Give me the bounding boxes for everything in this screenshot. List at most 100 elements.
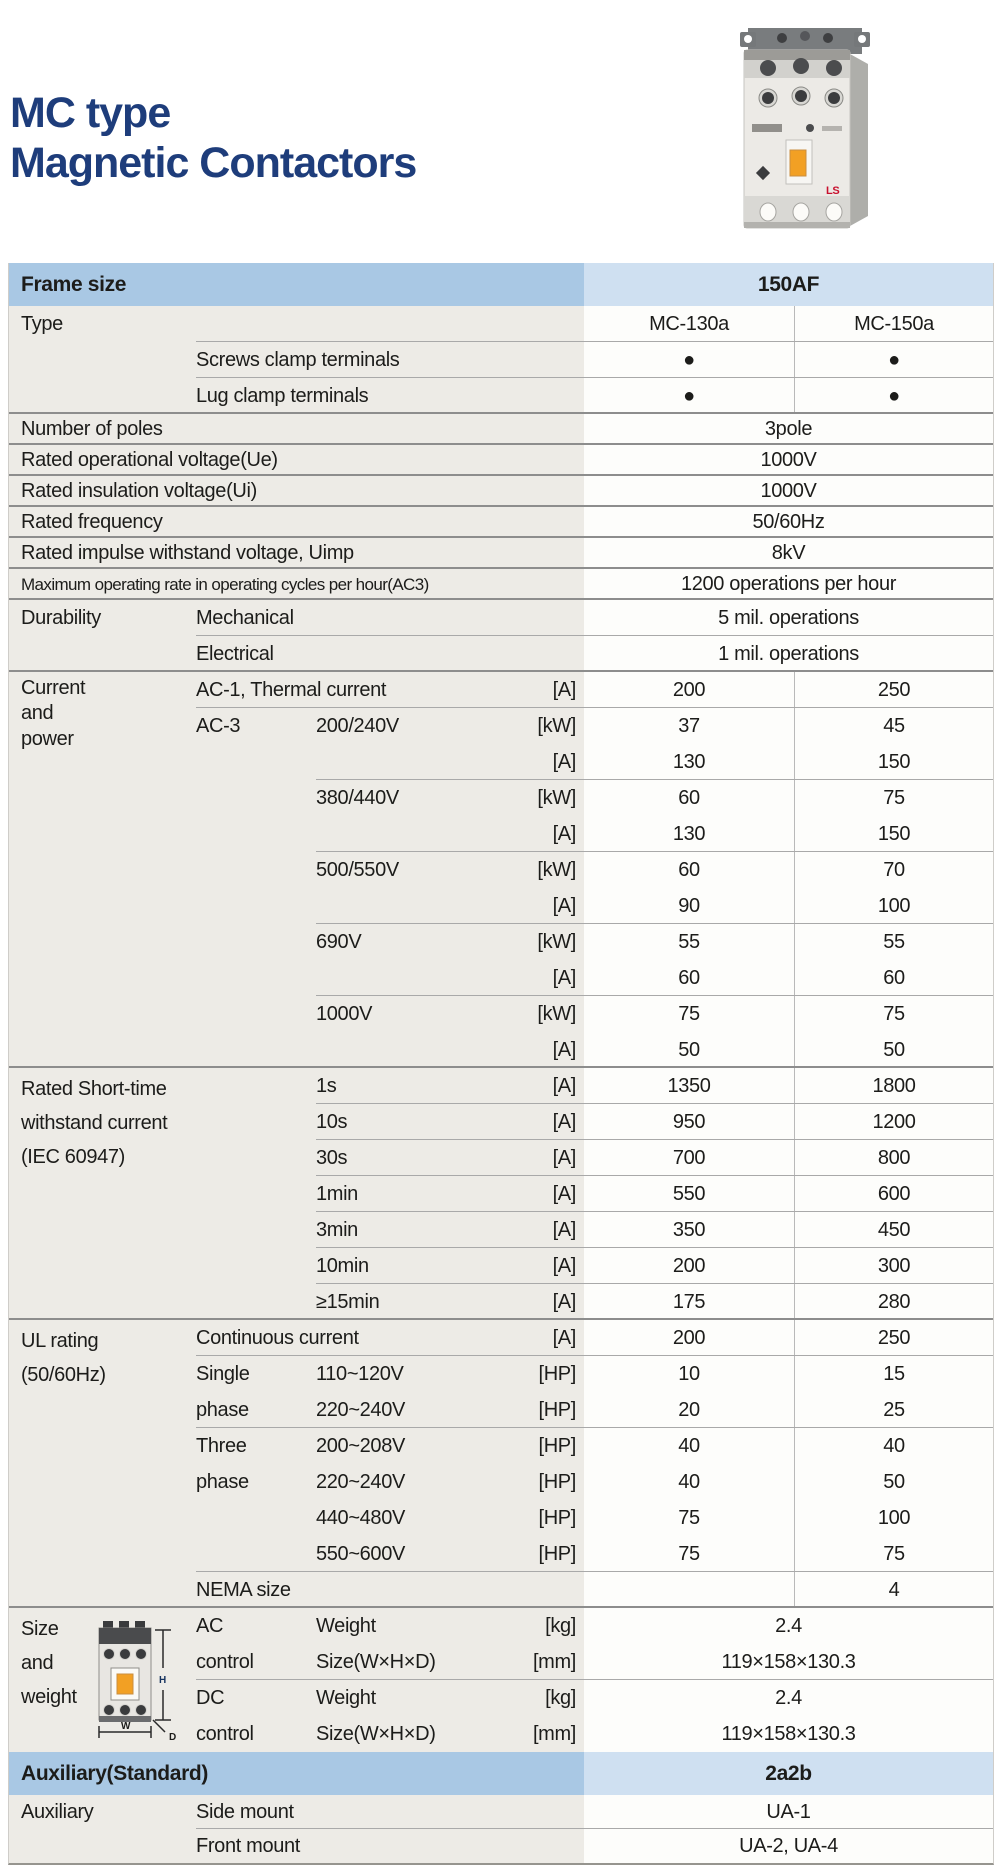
label-zone: [A] xyxy=(9,1032,584,1068)
value-zone: 60 75 xyxy=(584,780,993,816)
cell-c-41: Size(W×H×D) xyxy=(316,1722,436,1745)
label-zone: AC-3 200/240V [kW] xyxy=(9,708,584,744)
cell-a-15 xyxy=(9,780,196,816)
value-v2-14: 150 xyxy=(877,750,911,773)
cell-unit-43 xyxy=(461,1795,584,1829)
label-zone: Single 110~120V [HP] xyxy=(9,1356,584,1392)
cell-a-31 xyxy=(9,1356,196,1392)
value-v2-1: MC-150a xyxy=(854,312,934,335)
value-v1-27: 350 xyxy=(584,1212,795,1248)
spec-row-14: [A] 130 150 xyxy=(9,744,993,780)
spec-row-25: 30s [A] 700 800 xyxy=(9,1139,993,1176)
cell-b-22 xyxy=(196,1032,316,1068)
row-separator-line xyxy=(196,341,993,342)
value-v2-27: 450 xyxy=(877,1218,911,1241)
value-zone: 2.4 xyxy=(584,1608,993,1644)
label-zone: Rated Short-time withstand current (IEC … xyxy=(9,1068,584,1168)
spec-row-6: Rated insulation voltage(Ui) 1000V xyxy=(9,474,993,507)
label-zone: 690V [kW] xyxy=(9,924,584,960)
cell-unit-15: [kW] xyxy=(537,786,576,809)
value-zone: 60 70 xyxy=(584,852,993,888)
value-zone: MC-130a MC-150a xyxy=(584,306,993,342)
cell-b-5 xyxy=(196,445,316,476)
label-zone: 550~600V [HP] xyxy=(9,1536,584,1572)
cell-unit-28: [A] xyxy=(552,1254,577,1277)
cell-b-17 xyxy=(196,852,316,888)
cell-unit-36: [HP] xyxy=(538,1542,577,1565)
cell-a-23: Rated Short-time withstand current (IEC … xyxy=(21,1078,168,1168)
cell-a-14 xyxy=(9,744,196,780)
cell-a-2 xyxy=(9,342,196,378)
cell-a-25 xyxy=(9,1140,196,1176)
value-v2-29: 280 xyxy=(877,1290,911,1313)
cell-c-13: 200/240V xyxy=(316,714,399,737)
cell-b-27 xyxy=(196,1212,316,1248)
value-v1-13: 37 xyxy=(584,708,795,744)
label-zone: Three 200~208V [HP] xyxy=(9,1428,584,1464)
value-v1-18: 90 xyxy=(584,888,795,924)
cell-c-31: 110~120V xyxy=(316,1362,404,1385)
label-zone: Lug clamp terminals xyxy=(9,378,584,414)
cell-a-44 xyxy=(9,1829,196,1863)
value-v1-28: 200 xyxy=(584,1248,795,1284)
label-zone: Frame size xyxy=(9,263,584,306)
brand-logo: LS xyxy=(826,185,839,197)
value-zone: 2.4 xyxy=(584,1680,993,1716)
label-zone: [A] xyxy=(9,888,584,924)
value-zone: 37 45 xyxy=(584,708,993,744)
page-title-line1: MC type xyxy=(10,89,171,137)
value-zone: ● ● xyxy=(584,378,993,414)
cell-c-6 xyxy=(316,476,461,507)
cell-a-36 xyxy=(9,1536,196,1572)
cell-b-3: Lug clamp terminals xyxy=(196,384,369,407)
cell-c-26: 1min xyxy=(316,1182,358,1205)
label-zone: 380/440V [kW] xyxy=(9,780,584,816)
label-zone: [A] xyxy=(9,816,584,852)
cell-c-37 xyxy=(316,1572,461,1608)
cell-b-2: Screws clamp terminals xyxy=(196,348,400,371)
value-v1-25: 700 xyxy=(584,1140,795,1176)
spec-row-20: [A] 60 60 xyxy=(9,960,993,996)
value-span-43: UA-1 xyxy=(766,1800,811,1823)
cell-c-43 xyxy=(316,1795,461,1829)
cell-unit-33: [HP] xyxy=(538,1434,577,1457)
cell-c-32: 220~240V xyxy=(316,1398,405,1421)
value-zone: 40 40 xyxy=(584,1428,993,1464)
value-v1-3: ● xyxy=(584,378,795,414)
value-zone: 1200 operations per hour xyxy=(584,569,993,600)
value-zone: 130 150 xyxy=(584,816,993,852)
dimension-arrows xyxy=(98,1629,171,1738)
value-v1-1: MC-130a xyxy=(584,306,795,342)
value-v1-14: 130 xyxy=(584,744,795,780)
value-v2-22: 50 xyxy=(883,1038,905,1061)
contactor-body-icon: LS xyxy=(743,49,868,229)
value-zone: 75 75 xyxy=(584,996,993,1032)
value-v1-36: 75 xyxy=(584,1536,795,1572)
cell-b-25 xyxy=(196,1140,316,1176)
label-zone: Type xyxy=(9,306,584,342)
value-v1-37 xyxy=(584,1572,795,1608)
dimension-diagram: H W D xyxy=(98,1621,176,1743)
cell-a-34 xyxy=(9,1464,196,1500)
cell-c-17: 500/550V xyxy=(316,858,399,881)
cell-a-7: Rated frequency xyxy=(21,511,163,533)
row-separator-line xyxy=(9,1066,993,1068)
cell-a-43: Auxiliary xyxy=(21,1800,94,1823)
spec-row-31: Single 110~120V [HP] 10 15 xyxy=(9,1355,993,1392)
cell-unit-42 xyxy=(461,1752,584,1795)
value-v1-21: 75 xyxy=(584,996,795,1032)
cell-unit-16: [A] xyxy=(552,822,577,845)
cell-a-26 xyxy=(9,1176,196,1212)
spec-table: H W D Frame size 150AF Type MC-130a MC-150a S… xyxy=(8,263,994,1865)
value-span-41: 119×158×130.3 xyxy=(721,1722,856,1745)
value-zone: 55 55 xyxy=(584,924,993,960)
row-separator-line xyxy=(9,1318,993,1320)
cell-a-27 xyxy=(9,1212,196,1248)
cell-b-12: AC-1, Thermal current xyxy=(196,678,387,701)
cell-c-35: 440~480V xyxy=(316,1506,405,1529)
value-v2-31: 15 xyxy=(883,1362,905,1385)
value-zone: 1000V xyxy=(584,445,993,476)
row-separator-line xyxy=(316,995,993,996)
value-span-9: 1200 operations per hour xyxy=(680,573,897,595)
value-v2-18: 100 xyxy=(877,894,911,917)
